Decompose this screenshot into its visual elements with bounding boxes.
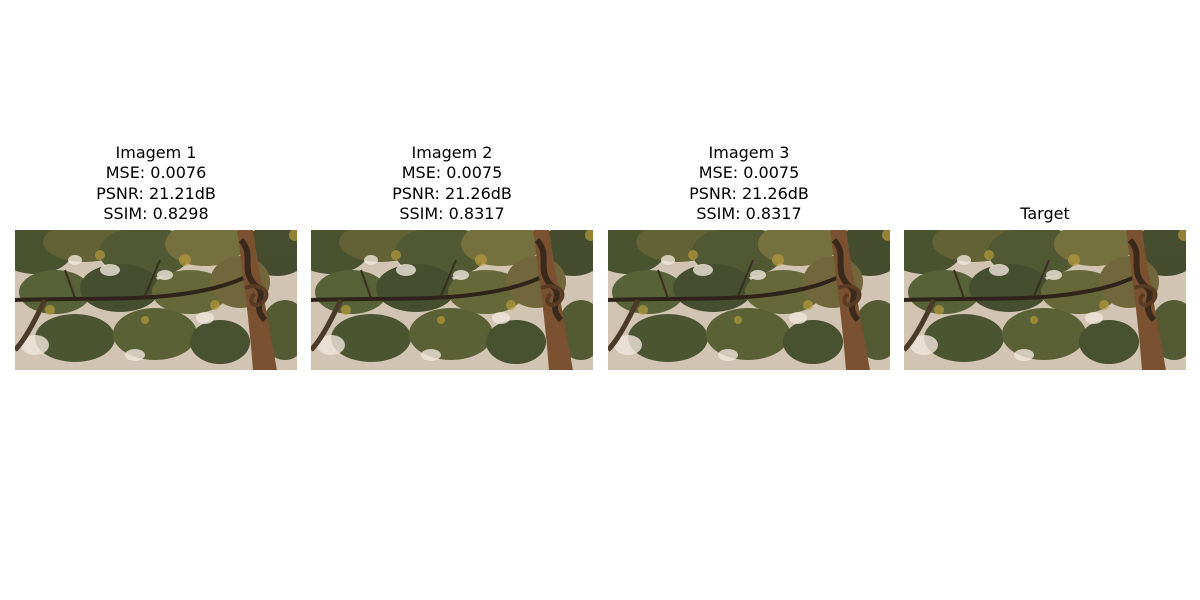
tree-canopy-image (15, 230, 297, 370)
panel-title: Imagem 1 (115, 142, 197, 162)
ssim-label: SSIM: 0.8298 (103, 204, 209, 224)
panel-title: Imagem 3 (708, 142, 790, 162)
tree-canopy-image (904, 230, 1186, 370)
ssim-label: SSIM: 0.8317 (399, 204, 505, 224)
panel-imagem-3: Imagem 3 MSE: 0.0075 PSNR: 21.26dB SSIM:… (608, 0, 890, 600)
mse-label: MSE: 0.0076 (105, 163, 207, 183)
panel-title: Target (1020, 204, 1070, 224)
panel-title-block: Imagem 3 MSE: 0.0075 PSNR: 21.26dB SSIM:… (608, 143, 890, 225)
panel-title-block: Imagem 1 MSE: 0.0076 PSNR: 21.21dB SSIM:… (15, 143, 297, 225)
panel-imagem-2: Imagem 2 MSE: 0.0075 PSNR: 21.26dB SSIM:… (311, 0, 593, 600)
panel-imagem-1: Imagem 1 MSE: 0.0076 PSNR: 21.21dB SSIM:… (15, 0, 297, 600)
tree-canopy-image (608, 230, 890, 370)
mse-label: MSE: 0.0075 (401, 163, 503, 183)
panel-title-block: Imagem 2 MSE: 0.0075 PSNR: 21.26dB SSIM:… (311, 143, 593, 225)
panel-target: Target (904, 0, 1186, 600)
psnr-label: PSNR: 21.26dB (392, 183, 512, 203)
tree-canopy-image (311, 230, 593, 370)
panel-title: Imagem 2 (411, 142, 493, 162)
panel-title-block: Target (904, 204, 1186, 225)
ssim-label: SSIM: 0.8317 (696, 204, 802, 224)
psnr-label: PSNR: 21.21dB (96, 183, 216, 203)
mse-label: MSE: 0.0075 (698, 163, 800, 183)
psnr-label: PSNR: 21.26dB (689, 183, 809, 203)
